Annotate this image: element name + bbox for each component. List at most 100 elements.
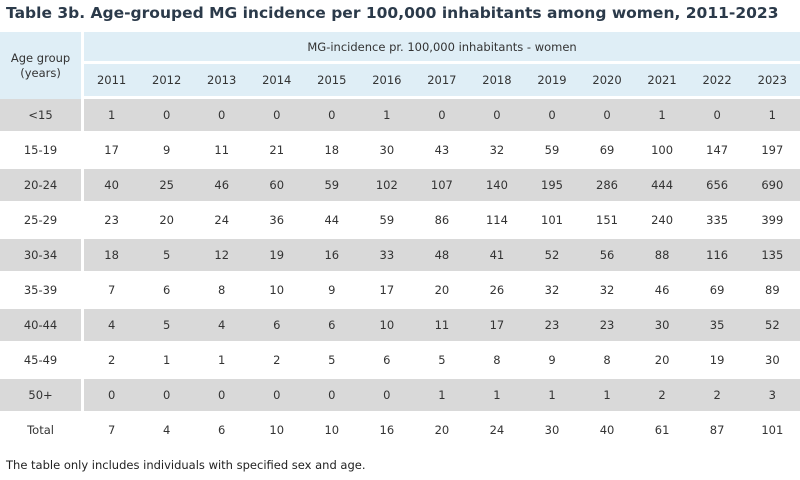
incidence-value-cell: 23 bbox=[524, 309, 580, 344]
year-header-row: 2011 2012 2013 2014 2015 2016 2017 2018 2019 2020… bbox=[0, 64, 800, 99]
incidence-value-cell: 0 bbox=[139, 379, 195, 414]
table-row: Total 7 4 6 10 10 16 20 24 30 40 61 87 101 bbox=[0, 414, 800, 449]
year-header-2022: 2022 bbox=[689, 64, 745, 99]
incidence-value-cell: 0 bbox=[579, 99, 635, 134]
incidence-value-cell: 9 bbox=[524, 344, 580, 379]
incidence-value-cell: 335 bbox=[689, 204, 745, 239]
incidence-value-cell: 1 bbox=[414, 379, 470, 414]
age-group-cell: 35-39 bbox=[0, 274, 85, 309]
table-row: 15-19 17 9 11 21 18 30 43 32 59 69 100 147 197 bbox=[0, 134, 800, 169]
age-group-header: Age group (years) bbox=[0, 32, 85, 99]
year-header-2020: 2020 bbox=[579, 64, 635, 99]
year-header-2013: 2013 bbox=[194, 64, 250, 99]
incidence-value-cell: 4 bbox=[84, 309, 140, 344]
incidence-value-cell: 7 bbox=[84, 414, 140, 449]
incidence-value-cell: 40 bbox=[84, 169, 140, 204]
incidence-value-cell: 1 bbox=[84, 99, 140, 134]
incidence-value-cell: 1 bbox=[524, 379, 580, 414]
incidence-value-cell: 8 bbox=[194, 274, 250, 309]
incidence-value-cell: 2 bbox=[689, 379, 745, 414]
table-header: Age group (years) MG-incidence pr. 100,0… bbox=[0, 32, 800, 99]
incidence-value-cell: 32 bbox=[469, 134, 525, 169]
incidence-value-cell: 8 bbox=[469, 344, 525, 379]
table-body: <15 1 0 0 0 0 1 0 0 0 0 1 0 1 15-19 17 9 11 21 18 30 43 32 59 69… bbox=[0, 99, 800, 449]
incidence-value-cell: 1 bbox=[139, 344, 195, 379]
year-header-2023: 2023 bbox=[744, 64, 800, 99]
incidence-value-cell: 140 bbox=[469, 169, 525, 204]
incidence-value-cell: 240 bbox=[634, 204, 690, 239]
age-group-header-line1: Age group bbox=[10, 50, 71, 65]
incidence-value-cell: 11 bbox=[414, 309, 470, 344]
incidence-value-cell: 89 bbox=[744, 274, 800, 309]
incidence-value-cell: 4 bbox=[194, 309, 250, 344]
incidence-value-cell: 10 bbox=[359, 309, 415, 344]
year-header-2017: 2017 bbox=[414, 64, 470, 99]
incidence-value-cell: 444 bbox=[634, 169, 690, 204]
incidence-value-cell: 151 bbox=[579, 204, 635, 239]
incidence-value-cell: 399 bbox=[744, 204, 800, 239]
incidence-value-cell: 6 bbox=[304, 309, 360, 344]
incidence-value-cell: 5 bbox=[139, 309, 195, 344]
incidence-value-cell: 100 bbox=[634, 134, 690, 169]
incidence-value-cell: 60 bbox=[249, 169, 305, 204]
incidence-value-cell: 107 bbox=[414, 169, 470, 204]
incidence-value-cell: 16 bbox=[359, 414, 415, 449]
incidence-value-cell: 25 bbox=[139, 169, 195, 204]
age-group-cell: 20-24 bbox=[0, 169, 85, 204]
age-group-cell: 40-44 bbox=[0, 309, 85, 344]
incidence-value-cell: 147 bbox=[689, 134, 745, 169]
age-group-cell: 50+ bbox=[0, 379, 85, 414]
incidence-value-cell: 56 bbox=[579, 239, 635, 274]
incidence-value-cell: 1 bbox=[579, 379, 635, 414]
incidence-value-cell: 52 bbox=[524, 239, 580, 274]
incidence-value-cell: 19 bbox=[689, 344, 745, 379]
table-row: 40-44 4 5 4 6 6 10 11 17 23 23 30 35 52 bbox=[0, 309, 800, 344]
age-group-cell: 45-49 bbox=[0, 344, 85, 379]
incidence-value-cell: 6 bbox=[249, 309, 305, 344]
incidence-value-cell: 40 bbox=[579, 414, 635, 449]
year-header-2018: 2018 bbox=[469, 64, 525, 99]
incidence-value-cell: 21 bbox=[249, 134, 305, 169]
incidence-value-cell: 10 bbox=[304, 414, 360, 449]
incidence-value-cell: 0 bbox=[304, 379, 360, 414]
incidence-value-cell: 2 bbox=[84, 344, 140, 379]
incidence-value-cell: 20 bbox=[414, 274, 470, 309]
incidence-value-cell: 6 bbox=[359, 344, 415, 379]
incidence-value-cell: 114 bbox=[469, 204, 525, 239]
table-row: 45-49 2 1 1 2 5 6 5 8 9 8 20 19 30 bbox=[0, 344, 800, 379]
incidence-value-cell: 30 bbox=[634, 309, 690, 344]
incidence-value-cell: 0 bbox=[689, 99, 745, 134]
table-row: 30-34 18 5 12 19 16 33 48 41 52 56 88 116 135 bbox=[0, 239, 800, 274]
year-header-2011: 2011 bbox=[84, 64, 140, 99]
table-row: 35-39 7 6 8 10 9 17 20 26 32 32 46 69 89 bbox=[0, 274, 800, 309]
incidence-value-cell: 116 bbox=[689, 239, 745, 274]
incidence-value-cell: 44 bbox=[304, 204, 360, 239]
year-header-2012: 2012 bbox=[139, 64, 195, 99]
incidence-value-cell: 24 bbox=[194, 204, 250, 239]
table-row: 50+ 0 0 0 0 0 0 1 1 1 1 2 2 3 bbox=[0, 379, 800, 414]
incidence-value-cell: 86 bbox=[414, 204, 470, 239]
incidence-value-cell: 1 bbox=[359, 99, 415, 134]
incidence-group-header: MG-incidence pr. 100,000 inhabitants - w… bbox=[84, 32, 800, 64]
incidence-value-cell: 5 bbox=[139, 239, 195, 274]
incidence-value-cell: 5 bbox=[414, 344, 470, 379]
incidence-value-cell: 69 bbox=[579, 134, 635, 169]
incidence-value-cell: 101 bbox=[524, 204, 580, 239]
table-row: <15 1 0 0 0 0 1 0 0 0 0 1 0 1 bbox=[0, 99, 800, 134]
incidence-value-cell: 32 bbox=[579, 274, 635, 309]
incidence-value-cell: 30 bbox=[524, 414, 580, 449]
incidence-value-cell: 8 bbox=[579, 344, 635, 379]
incidence-value-cell: 46 bbox=[634, 274, 690, 309]
incidence-value-cell: 1 bbox=[744, 99, 800, 134]
year-header-2021: 2021 bbox=[634, 64, 690, 99]
incidence-value-cell: 11 bbox=[194, 134, 250, 169]
incidence-value-cell: 36 bbox=[249, 204, 305, 239]
incidence-value-cell: 19 bbox=[249, 239, 305, 274]
incidence-value-cell: 0 bbox=[249, 379, 305, 414]
incidence-value-cell: 4 bbox=[139, 414, 195, 449]
incidence-value-cell: 35 bbox=[689, 309, 745, 344]
incidence-value-cell: 0 bbox=[469, 99, 525, 134]
incidence-value-cell: 10 bbox=[249, 274, 305, 309]
incidence-value-cell: 0 bbox=[359, 379, 415, 414]
table-row: 25-29 23 20 24 36 44 59 86 114 101 151 240 335 399 bbox=[0, 204, 800, 239]
